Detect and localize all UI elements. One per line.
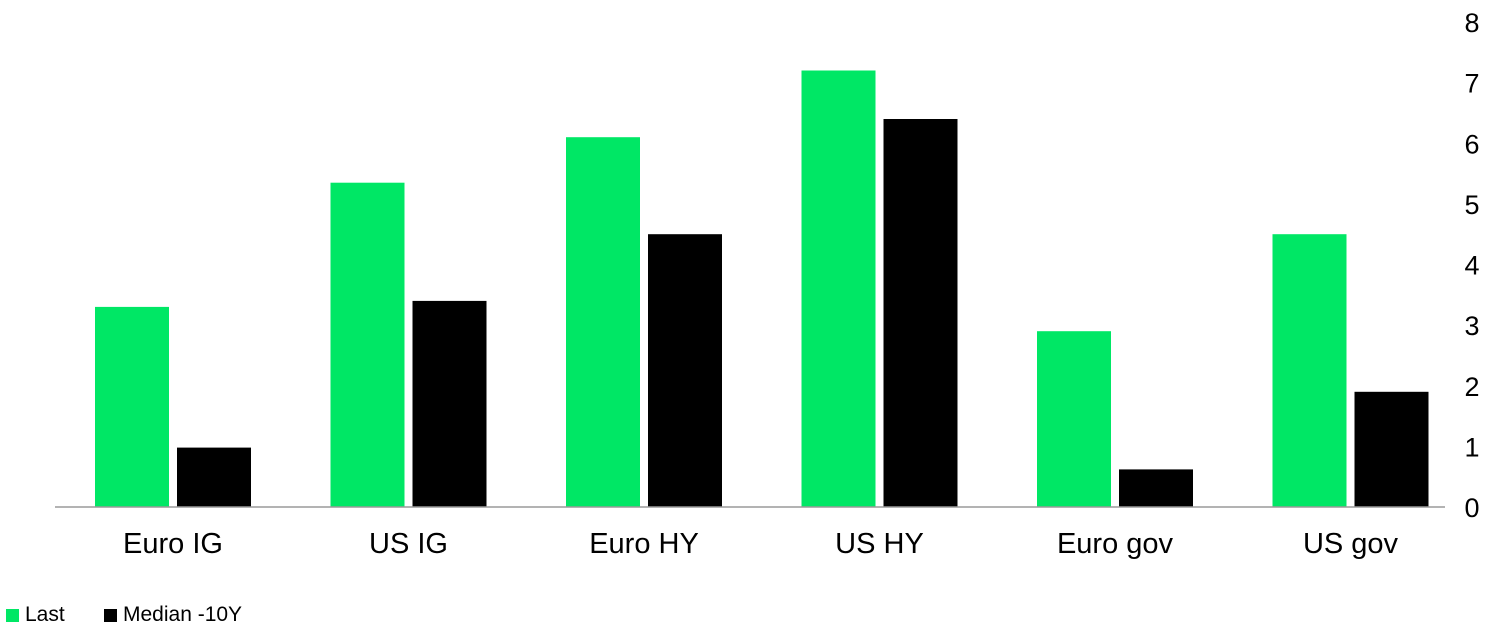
y-tick-label: 0 [1464, 493, 1479, 523]
y-tick-label: 1 [1464, 432, 1479, 462]
y-axis-ticks: 0 1 2 3 4 5 6 7 8 [1464, 8, 1479, 523]
x-category-label: US IG [369, 528, 448, 560]
bar-median-10y-euro-hy [648, 234, 722, 507]
legend-label: Last [25, 603, 65, 626]
legend-swatch [6, 609, 19, 622]
bar-last-euro-ig [95, 306, 169, 507]
legend: Last Median -10Y [6, 603, 242, 626]
bar-last-us-ig [330, 182, 405, 507]
x-category-label: Euro IG [123, 528, 223, 560]
bars-group [95, 70, 1429, 507]
y-tick-label: 2 [1464, 372, 1479, 402]
bar-last-euro-gov [1037, 331, 1111, 507]
y-tick-label: 8 [1464, 8, 1479, 38]
bar-last-us-gov [1272, 234, 1347, 507]
x-category-label: US gov [1303, 528, 1399, 560]
bar-median-10y-us-ig [412, 300, 487, 507]
y-tick-label: 6 [1464, 129, 1479, 159]
legend-swatch [104, 609, 117, 622]
legend-label: Median -10Y [123, 603, 242, 626]
bar-median-10y-euro-gov [1119, 469, 1193, 507]
bar-last-us-hy [801, 70, 876, 507]
y-tick-label: 3 [1464, 311, 1479, 341]
bar-last-euro-hy [566, 137, 640, 507]
x-category-label: Euro HY [589, 528, 699, 560]
bar-median-10y-us-gov [1354, 391, 1429, 507]
x-category-label: US HY [835, 528, 924, 560]
y-tick-label: 4 [1464, 251, 1479, 281]
bar-median-10y-euro-ig [177, 447, 251, 507]
bar-median-10y-us-hy [883, 119, 958, 507]
x-category-label: Euro gov [1057, 528, 1174, 560]
y-tick-label: 7 [1464, 69, 1479, 99]
x-axis-labels: Euro IG US IG Euro HY US HY Euro gov US gov [123, 528, 1399, 560]
y-tick-label: 5 [1464, 190, 1479, 220]
